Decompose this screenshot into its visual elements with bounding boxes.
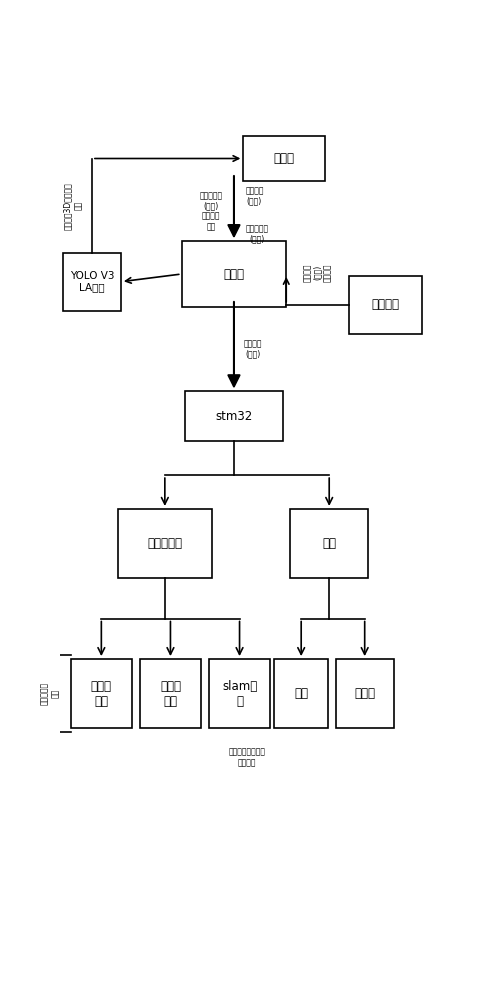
FancyBboxPatch shape: [243, 136, 325, 181]
FancyBboxPatch shape: [70, 659, 132, 728]
Text: 激光雷达: 激光雷达: [371, 298, 399, 311]
Text: 上位机: 上位机: [274, 152, 295, 165]
Text: 处理器综合
模块: 处理器综合 模块: [40, 682, 60, 705]
FancyBboxPatch shape: [63, 253, 121, 311]
FancyBboxPatch shape: [118, 509, 212, 578]
Text: 回传命令
(串口)
命令回传: 回传命令 (串口) 命令回传: [303, 263, 333, 282]
FancyBboxPatch shape: [140, 659, 201, 728]
Text: 闪存: 闪存: [294, 687, 308, 700]
Text: slam模
块: slam模 块: [222, 680, 257, 708]
FancyBboxPatch shape: [186, 391, 282, 441]
Text: 存储: 存储: [322, 537, 336, 550]
Text: 可寻址: 可寻址: [354, 687, 375, 700]
Text: 距离传
感器: 距离传 感器: [160, 680, 181, 708]
Text: 控制指令
(串口): 控制指令 (串口): [243, 339, 262, 359]
Text: 网络以太网
(子线)
分析数据
回传: 网络以太网 (子线) 分析数据 回传: [200, 191, 223, 231]
Text: 发送指令
(串口): 发送指令 (串口): [245, 186, 264, 205]
Text: 图像传
感器: 图像传 感器: [91, 680, 112, 708]
Text: 运动传感器: 运动传感器: [147, 537, 182, 550]
FancyBboxPatch shape: [209, 659, 270, 728]
FancyBboxPatch shape: [290, 509, 368, 578]
Text: 共轴相机系统、双
目相机群: 共轴相机系统、双 目相机群: [228, 748, 266, 767]
FancyBboxPatch shape: [336, 659, 394, 728]
Text: 工控机: 工控机: [224, 267, 244, 280]
FancyBboxPatch shape: [274, 659, 328, 728]
FancyBboxPatch shape: [349, 276, 422, 334]
FancyBboxPatch shape: [182, 241, 286, 307]
Text: 检测结果3D展示结果
图片: 检测结果3D展示结果 图片: [63, 182, 83, 230]
Text: YOLO V3
LA算法: YOLO V3 LA算法: [70, 271, 114, 292]
Text: 初始化参数
(串口): 初始化参数 (串口): [245, 224, 268, 244]
Text: stm32: stm32: [215, 410, 253, 423]
